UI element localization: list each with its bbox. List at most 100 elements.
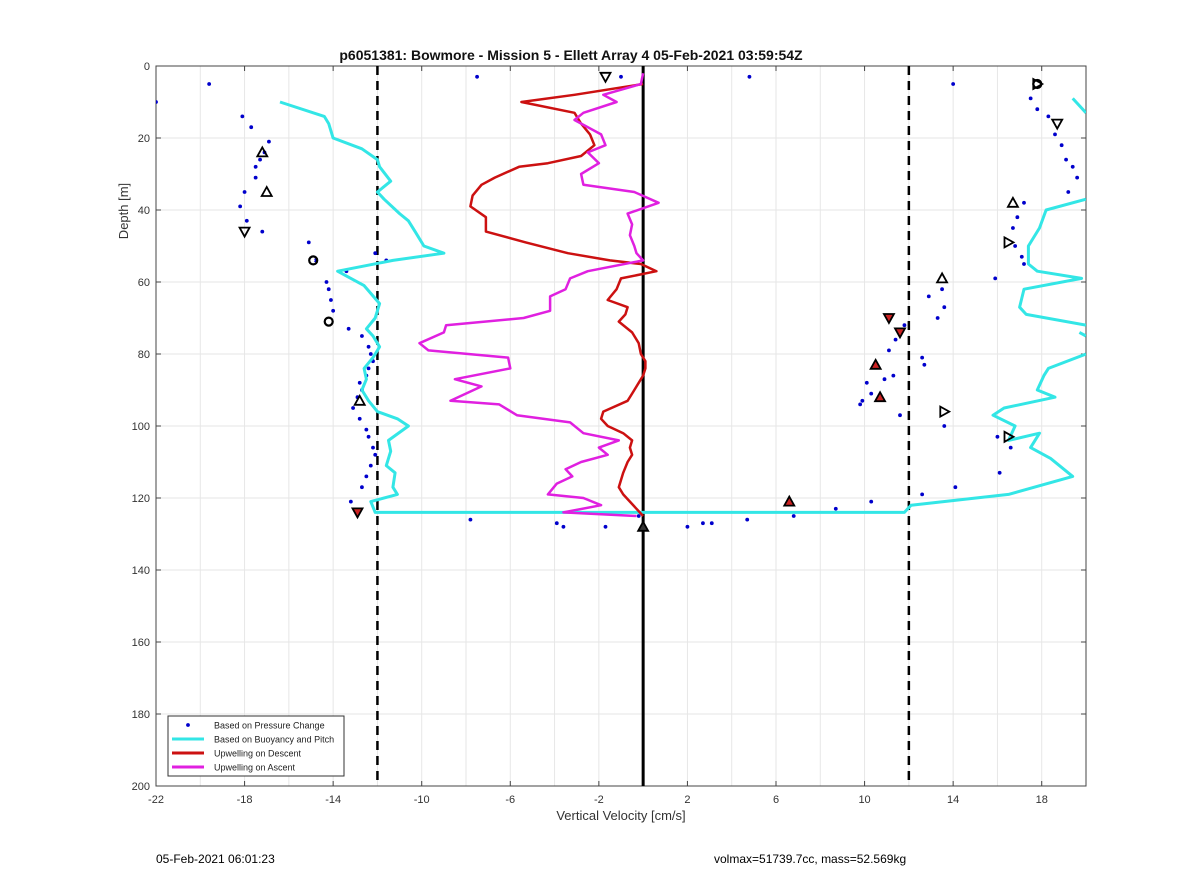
descent-upwelling-line [469,82,658,517]
filled-down-triangle-marker [893,327,907,340]
x-tick-label: -18 [237,794,253,806]
pressure-change-point [860,398,865,403]
pressure-change-point [1022,200,1026,205]
pressure-change-point [858,402,863,407]
pressure-change-point [366,434,371,439]
pressure-change-point [366,366,371,371]
pressure-change-point [475,74,479,79]
pressure-change-point [902,323,907,328]
pressure-change-point [329,298,333,302]
pressure-change-point [833,506,838,511]
legend-swatch-dot [186,723,190,727]
footer-volmax-mass: volmax=51739.7cc, mass=52.569kg [714,852,907,866]
open-up-triangle-marker [260,185,274,197]
pressure-change-point [267,139,271,144]
x-axis-label: Vertical Velocity [cm/s] [556,808,685,823]
pressure-change-point [864,380,869,385]
pressure-change-point [240,114,245,119]
pressure-change-point [368,352,373,356]
pressure-change-point [997,470,1002,475]
pressure-change-point [1035,107,1040,112]
pressure-change-point [922,362,927,367]
open-up-triangle-marker [1006,195,1020,208]
pressure-change-point [326,287,331,292]
pressure-change-point [1053,132,1057,137]
x-tick-label: -14 [325,794,341,806]
legend-label: Based on Buoyancy and Pitch [214,735,334,745]
x-tick-label: -2 [594,794,604,806]
pressure-change-point [1022,262,1026,266]
x-tick-label: 2 [684,794,690,806]
pressure-change-point [920,355,925,360]
y-tick-label: 60 [138,277,150,289]
pressure-change-point [747,74,752,79]
y-tick-label: 40 [138,205,150,217]
pressure-change-point [468,517,473,522]
pressure-change-point [306,240,311,245]
buoyancy-pitch-line [1018,197,1086,327]
pressure-change-point [940,287,944,292]
x-tick-label: -6 [505,794,515,806]
open-ring-marker [323,316,334,327]
pressure-change-point [887,348,891,353]
pressure-change-point [951,82,956,86]
buoyancy-pitch-line [1078,331,1086,338]
buoyancy-pitch-line [279,100,1086,514]
pressure-change-point [1019,254,1024,259]
pressure-change-point [258,157,262,162]
pressure-change-point [701,521,705,526]
pressure-change-point [242,190,247,194]
pressure-change-point [869,499,874,504]
pressure-change-point [364,474,369,479]
pressure-change-point [348,499,353,504]
x-tick-label: -10 [414,794,430,806]
open-ring-marker-center [311,258,315,262]
pressure-change-point [898,413,902,418]
pressure-change-point [882,377,887,382]
x-tick-label: 6 [773,794,779,806]
y-tick-label: 80 [138,349,150,361]
pressure-change-point [1011,226,1015,230]
y-tick-label: 180 [132,709,150,721]
filled-up-triangle-marker [873,390,887,403]
pressure-change-point [1075,175,1080,180]
pressure-change-point [357,416,362,421]
x-tick-label: 18 [1036,794,1048,806]
pressure-change-point [249,125,254,130]
filled-black-triangle-marker [636,519,650,532]
open-right-triangle-marker [939,405,952,419]
pressure-change-point [360,334,364,338]
open-down-triangle-marker [598,71,613,84]
pressure-change-point [366,344,371,349]
pressure-change-point [1064,157,1068,162]
open-right-triangle-marker [1003,430,1016,444]
pressure-change-point [685,524,690,529]
pressure-change-point [920,492,925,497]
filled-down-triangle-marker [882,313,896,325]
x-tick-label: -22 [148,794,164,806]
legend-label: Upwelling on Ascent [214,763,296,773]
legend: Based on Pressure Change Based on Buoyanc… [167,715,345,777]
open-up-triangle-marker [935,271,949,284]
pressure-change-point [1028,96,1033,101]
pressure-change-point [253,164,258,169]
pressure-change-point [373,251,378,256]
y-tick-label: 0 [144,61,150,73]
pressure-change-point [745,517,750,522]
pressure-change-point [791,514,796,518]
pressure-change-point [371,445,375,450]
pressure-change-point [1015,215,1020,220]
chart-title: p6051381: Bowmore - Mission 5 - Ellett A… [339,47,803,63]
pressure-change-point [561,524,566,529]
pressure-change-point [1013,244,1018,248]
footer-timestamp: 05-Feb-2021 06:01:23 [156,852,275,866]
legend-label: Based on Pressure Change [214,721,325,731]
pressure-change-point [942,424,947,428]
x-tick-label: 10 [858,794,870,806]
pressure-change-point [1008,445,1013,450]
y-tick-label: 100 [132,421,150,433]
pressure-change-point [364,427,369,432]
pressure-change-point [324,280,329,284]
pressure-change-point [1046,114,1051,119]
pressure-change-point [260,229,265,234]
